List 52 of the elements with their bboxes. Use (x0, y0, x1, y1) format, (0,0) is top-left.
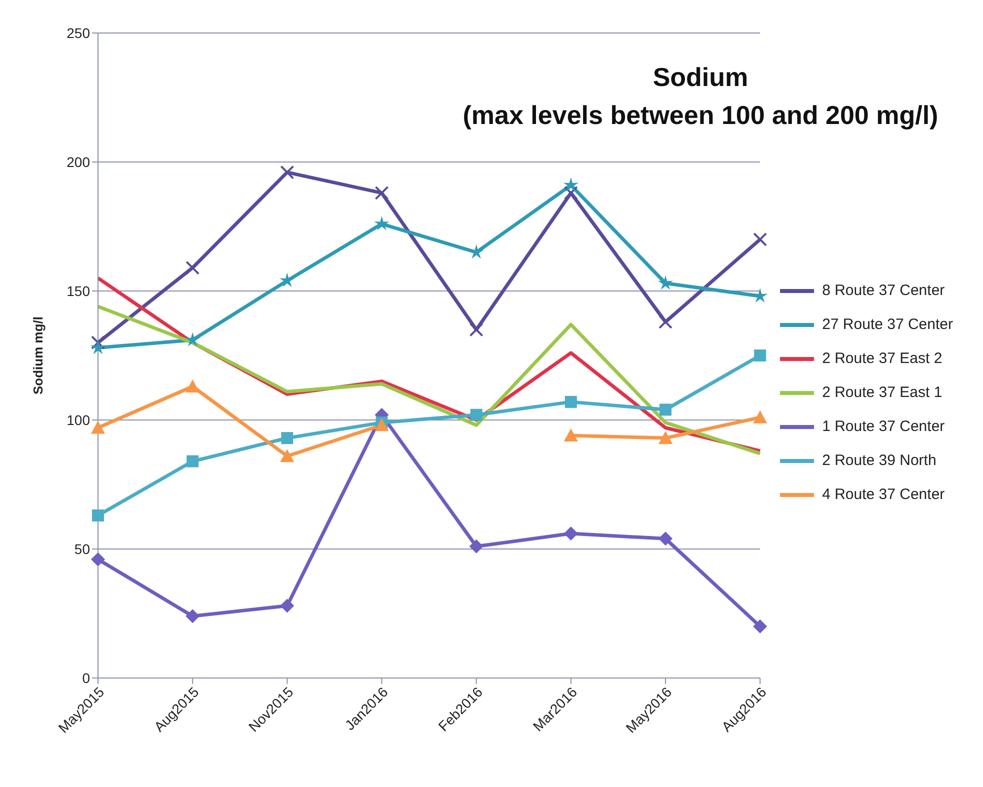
text: (max levels between 100 and 200 mg/l) (462, 99, 940, 132)
point (280, 165, 294, 180)
point (658, 314, 672, 329)
text: Sodium (652, 61, 750, 94)
point (280, 272, 295, 288)
legend-label: 4 Route 37 Center (822, 485, 945, 505)
legend-label: 1 Route 37 Center (822, 417, 945, 437)
y-tick-label: 250 (66, 24, 90, 41)
point (280, 598, 294, 613)
y-axis-title: Sodium mg/l (30, 316, 46, 394)
y-tick-label: 0 (82, 670, 90, 686)
legend-label: 2 Route 39 North (822, 451, 936, 471)
y-tick-label: 100 (66, 412, 90, 428)
legend-label: 27 Route 37 Center (822, 315, 953, 335)
point (564, 186, 578, 200)
point (753, 619, 768, 634)
point (658, 431, 672, 444)
point (186, 455, 199, 468)
point (752, 288, 768, 303)
point (659, 404, 672, 416)
y-tick-label: 150 (66, 282, 90, 299)
point (374, 418, 389, 432)
point (91, 336, 105, 350)
point (564, 526, 578, 541)
point (753, 410, 768, 424)
point (374, 216, 390, 230)
point (186, 379, 200, 392)
legend-label: 2 Route 37 East 1 (822, 383, 942, 403)
point (280, 449, 294, 462)
point (470, 408, 482, 421)
legend-label: 2 Route 37 East 2 (822, 349, 942, 369)
point (469, 322, 484, 337)
point (754, 350, 766, 362)
y-tick-label: 200 (66, 154, 90, 170)
point (281, 432, 294, 444)
point (753, 232, 768, 246)
point (92, 509, 104, 522)
legend-label: 8 Route 37 Center (822, 281, 945, 301)
point (564, 396, 577, 408)
point (658, 275, 674, 290)
point (564, 428, 578, 442)
point (186, 609, 200, 624)
point (563, 177, 579, 192)
point (658, 532, 672, 546)
point (374, 186, 389, 200)
point (184, 332, 200, 346)
point (469, 539, 484, 554)
point (90, 340, 106, 354)
point (91, 420, 105, 434)
point (91, 552, 105, 566)
y-tick-label: 50 (74, 540, 90, 557)
point (186, 260, 200, 275)
